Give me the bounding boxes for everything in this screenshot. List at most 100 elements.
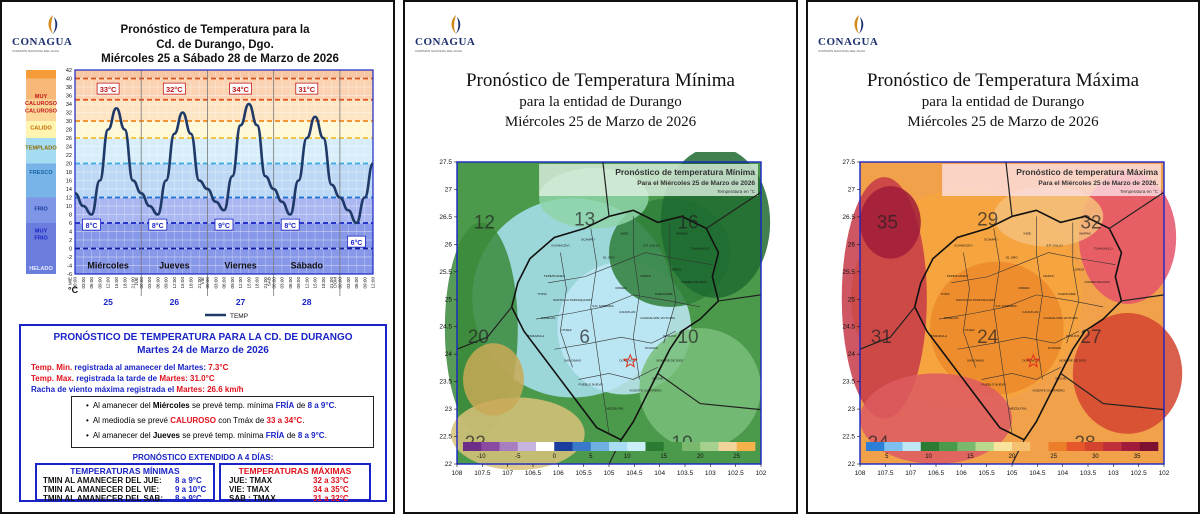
- contour-label: 6: [579, 327, 590, 348]
- colorbar-label: 35: [1134, 454, 1141, 460]
- temperature-line-chart: MUYCALUROSOCALUROSOCALIDOTEMPLADOFRESCOF…: [25, 68, 376, 320]
- max-annotation-box: [96, 82, 120, 95]
- lon-tick-label: 105.5: [576, 470, 593, 477]
- map-page-subtitle: para la entidad de Durango: [921, 94, 1085, 110]
- municipal-boundary: [938, 294, 1104, 320]
- colorbar-cell: [975, 442, 995, 451]
- day-abbr-label: MIE: [68, 277, 73, 285]
- date-label: 27: [236, 297, 246, 307]
- municipality-label: NAZAS: [640, 274, 650, 278]
- min-annotation: 9°C: [218, 222, 230, 230]
- colorbar-cell: [736, 442, 756, 451]
- y-tick-label: 6: [69, 221, 72, 227]
- lon-tick-label: 102.5: [1131, 470, 1148, 477]
- colorbar-cell: [884, 442, 903, 451]
- category-label: FRIO: [34, 206, 48, 212]
- municipality-label: CUENCAME: [655, 292, 673, 296]
- temp-series-line: [74, 102, 375, 225]
- max-temps-header: TEMPERATURAS MÁXIMAS: [238, 466, 352, 476]
- hour-tick-label: 12:00: [371, 277, 376, 289]
- municipality-label: TLAHUALILO: [691, 247, 711, 251]
- lat-tick-label: 23.5: [439, 379, 452, 386]
- max-row-label: SAB : TMAX: [229, 494, 276, 503]
- min-annotation: 8°C: [284, 222, 296, 230]
- conagua-emblem-icon: [854, 15, 864, 34]
- max-annotation-box: [162, 82, 186, 95]
- contour-label: 29: [977, 209, 998, 230]
- lat-tick-label: 23.5: [842, 379, 855, 386]
- neighbor-boundary: [657, 372, 762, 411]
- lat-tick-label: 26.5: [439, 214, 452, 221]
- colorbar-cell: [590, 442, 610, 451]
- category-label: CALUROSO: [25, 101, 58, 107]
- colorbar-cell: [663, 442, 683, 451]
- hour-tick-label: 03:00: [346, 277, 351, 289]
- max-annotation: 34°C: [232, 85, 249, 94]
- municipality-label: GOMEZ PALACIO: [681, 280, 707, 284]
- y-tick-label: 4: [69, 230, 72, 236]
- lon-tick-label: 107: [905, 470, 916, 477]
- colorbar-label: 10: [624, 454, 631, 460]
- lat-tick-label: 27.5: [842, 159, 855, 166]
- municipality-label: POANAS: [645, 346, 658, 350]
- municipal-boundary: [957, 330, 1080, 350]
- lon-tick-label: 104: [654, 470, 665, 477]
- colorbar-label: 25: [1050, 454, 1057, 460]
- lon-tick-label: 108: [452, 470, 463, 477]
- min-row-value: 8 a 9°C: [175, 476, 202, 485]
- y-tick-label: 28: [66, 128, 72, 134]
- hour-tick-label: 21:00: [329, 277, 334, 289]
- colorbar-cell: [682, 442, 701, 451]
- municipality-label: VICENTE GUERRERO: [629, 389, 662, 393]
- conagua-logo: CONAGUA COMISIÓN NACIONAL DEL AGUA: [12, 14, 102, 53]
- municipality-label: NOMBRE DE DIOS: [1059, 358, 1086, 362]
- max-temps-box: TEMPERATURAS MÁXIMAS JUE: TMAX 32 a 33°C…: [219, 463, 371, 503]
- municipality-label: TAMAZULA: [931, 334, 948, 338]
- observations-date: Martes 24 de Marzo de 2026: [137, 345, 269, 356]
- municipality-label: INDE: [1023, 231, 1030, 235]
- temperature-field-area: [463, 343, 524, 416]
- category-band: [26, 138, 56, 164]
- colorbar-label: 15: [660, 454, 667, 460]
- contour-label: 24: [977, 327, 999, 348]
- lat-tick-label: 24.5: [842, 324, 855, 331]
- hour-tick-label: 09:00: [97, 277, 102, 289]
- lon-tick-label: 107: [502, 470, 513, 477]
- neighbor-boundary: [718, 294, 762, 302]
- municipality-label: LERDO: [1074, 268, 1085, 272]
- map-title-box: [539, 164, 758, 196]
- map-unit: Temperatura en °C: [717, 189, 756, 194]
- max-annotation: 31°C: [298, 85, 315, 94]
- neighbor-boundary: [456, 306, 513, 350]
- hour-tick-label: 15:00: [246, 277, 251, 289]
- max-temp-map-panel: CONAGUA COMISIÓN NACIONAL DEL AGUA Pronó…: [806, 0, 1200, 514]
- brand-name: CONAGUA: [415, 36, 476, 48]
- municipal-boundary: [554, 330, 677, 350]
- y-tick-label: 36: [66, 94, 72, 100]
- hour-tick-label: 06:00: [89, 277, 94, 289]
- min-annotation: 6°C: [351, 239, 363, 247]
- colorbar-cell: [1103, 442, 1122, 451]
- day-name-label: Viernes: [224, 261, 256, 271]
- municipal-boundary: [1036, 216, 1043, 380]
- municipality-label: TOPIA: [538, 292, 548, 296]
- lat-tick-label: 27: [848, 186, 856, 193]
- municipal-boundary: [590, 228, 610, 434]
- hour-tick-label: 03:00: [81, 277, 86, 289]
- date-label: 28: [302, 297, 312, 307]
- lat-tick-label: 26.5: [842, 214, 855, 221]
- y-tick-label: -4: [67, 264, 72, 270]
- hour-tick-label: 15:00: [114, 277, 119, 289]
- y-tick-label: -2: [67, 255, 72, 261]
- municipality-label: OTAEZ: [964, 328, 974, 332]
- colorbar-cell: [1030, 442, 1049, 451]
- municipality-label: S.D. MIMBRES: [995, 304, 1016, 308]
- temperature-field-area: [1072, 313, 1183, 434]
- y-tick-label: 12: [66, 196, 72, 202]
- map-title: Pronóstico de temperatura Máxima: [1016, 167, 1158, 177]
- y-tick-label: 0: [69, 247, 72, 253]
- min-row-value: 8 a 9°C: [175, 494, 202, 503]
- neighbor-boundary: [1108, 191, 1165, 229]
- municipality-label: GOMEZ PALACIO: [1084, 280, 1110, 284]
- day-name-label: Jueves: [159, 261, 190, 271]
